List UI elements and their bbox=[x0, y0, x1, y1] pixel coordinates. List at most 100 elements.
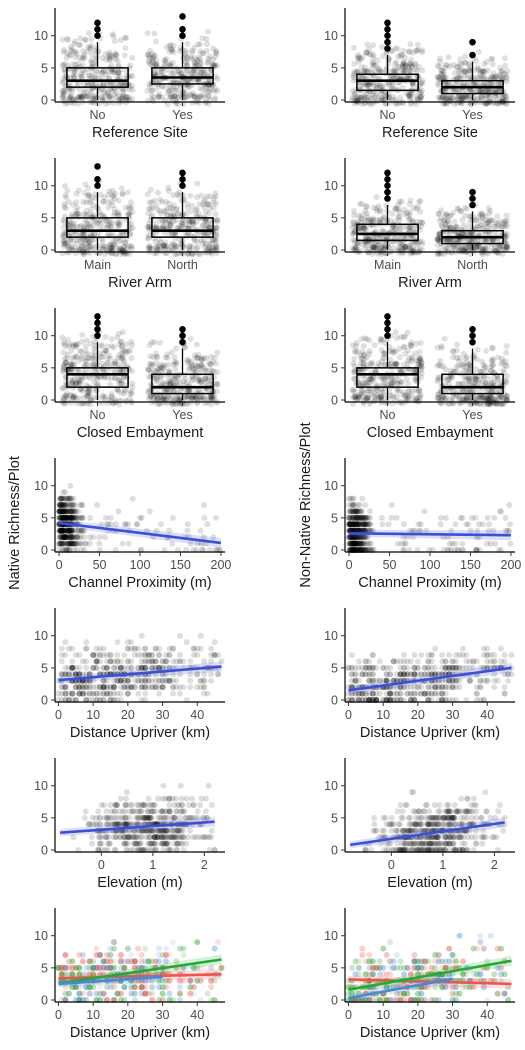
data-point bbox=[195, 351, 202, 358]
data-point bbox=[115, 388, 122, 394]
data-point bbox=[59, 92, 66, 99]
data-point bbox=[213, 360, 219, 367]
data-point bbox=[77, 94, 84, 101]
y-tick-label: 10 bbox=[34, 29, 48, 43]
data-point bbox=[64, 351, 71, 358]
data-point bbox=[167, 93, 174, 100]
data-point bbox=[158, 367, 165, 374]
data-point bbox=[103, 71, 110, 78]
data-point bbox=[159, 68, 166, 75]
data-point bbox=[378, 220, 385, 227]
data-point bbox=[71, 69, 78, 76]
data-point bbox=[87, 514, 94, 521]
data-point bbox=[79, 94, 85, 101]
data-point bbox=[445, 54, 452, 61]
data-point bbox=[441, 74, 448, 81]
data-point bbox=[483, 347, 490, 354]
data-point bbox=[78, 93, 85, 99]
y-tick-label: 10 bbox=[34, 179, 48, 193]
data-point bbox=[202, 99, 209, 106]
data-point bbox=[186, 247, 193, 254]
data-point bbox=[119, 86, 126, 93]
data-point bbox=[168, 93, 175, 100]
data-point bbox=[418, 370, 425, 377]
data-point bbox=[60, 489, 67, 496]
data-point bbox=[479, 521, 486, 528]
data-point bbox=[191, 54, 198, 61]
data-point bbox=[111, 38, 118, 44]
data-point bbox=[61, 341, 68, 348]
data-point bbox=[146, 245, 153, 252]
data-point bbox=[117, 37, 124, 44]
data-point bbox=[177, 70, 184, 77]
data-point bbox=[86, 390, 93, 397]
data-point bbox=[189, 47, 196, 54]
data-point bbox=[389, 210, 396, 217]
data-point bbox=[182, 59, 189, 65]
data-point bbox=[190, 68, 197, 74]
data-point bbox=[486, 521, 492, 528]
data-point bbox=[436, 94, 443, 101]
data-point bbox=[152, 69, 158, 76]
data-point bbox=[184, 54, 191, 60]
data-point bbox=[84, 48, 91, 55]
data-point bbox=[127, 347, 133, 354]
data-point bbox=[187, 54, 194, 61]
data-point bbox=[350, 386, 357, 393]
x-axis-title: River Arm bbox=[398, 275, 462, 291]
data-point bbox=[69, 540, 75, 547]
data-point bbox=[368, 361, 375, 368]
data-point bbox=[360, 352, 367, 359]
data-point bbox=[75, 508, 82, 515]
data-point bbox=[408, 63, 415, 70]
data-point bbox=[144, 87, 151, 94]
data-point bbox=[194, 180, 201, 187]
y-tick-label: 5 bbox=[331, 361, 338, 375]
data-point bbox=[89, 214, 96, 220]
data-point bbox=[81, 534, 88, 541]
scatter-points bbox=[346, 495, 514, 553]
data-point bbox=[112, 94, 119, 101]
data-point bbox=[66, 222, 73, 229]
data-point bbox=[86, 221, 93, 228]
x-axis-title: Channel Proximity (m) bbox=[68, 575, 211, 591]
data-point bbox=[112, 375, 119, 382]
data-point bbox=[350, 44, 357, 51]
outlier-point bbox=[179, 182, 186, 190]
data-point bbox=[408, 339, 415, 346]
data-point bbox=[418, 362, 425, 369]
data-point bbox=[88, 51, 95, 58]
data-point bbox=[183, 55, 190, 62]
data-point bbox=[107, 52, 114, 59]
data-point bbox=[371, 342, 378, 348]
data-point bbox=[106, 52, 113, 58]
data-point bbox=[156, 218, 162, 224]
data-point bbox=[201, 514, 208, 521]
data-point bbox=[76, 41, 83, 48]
data-point bbox=[481, 61, 488, 67]
data-point bbox=[60, 75, 67, 82]
data-point bbox=[101, 395, 108, 402]
data-point bbox=[497, 393, 504, 400]
data-point bbox=[502, 362, 509, 369]
y-tick-label: 0 bbox=[41, 244, 48, 258]
data-point bbox=[197, 69, 204, 76]
data-point bbox=[489, 344, 495, 351]
data-point bbox=[127, 62, 134, 69]
data-point bbox=[397, 354, 403, 361]
data-point bbox=[71, 74, 78, 80]
y-tick-label: 5 bbox=[331, 211, 338, 225]
data-point bbox=[349, 94, 356, 101]
data-point bbox=[123, 94, 130, 101]
data-point bbox=[162, 198, 169, 205]
data-point bbox=[106, 49, 113, 56]
data-point bbox=[73, 199, 80, 206]
x-tick-label: 0 bbox=[56, 558, 63, 572]
data-point bbox=[207, 86, 214, 93]
outlier-point bbox=[469, 338, 476, 346]
data-point bbox=[383, 67, 390, 74]
data-point bbox=[88, 81, 95, 88]
data-point bbox=[506, 502, 513, 508]
data-point bbox=[71, 67, 78, 74]
data-point bbox=[65, 37, 72, 44]
